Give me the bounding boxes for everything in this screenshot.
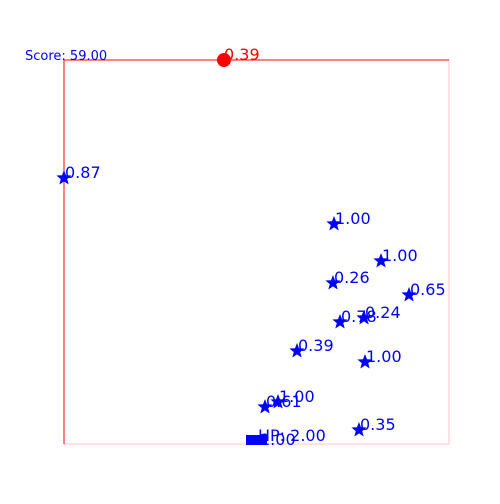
enemy-label: 1.00: [279, 387, 315, 406]
enemy-label: 0.26: [334, 268, 370, 287]
enemy-label: 1.00: [366, 347, 402, 366]
enemy-star: [401, 287, 417, 302]
target-label: 0.39: [224, 45, 260, 64]
enemy-star: [356, 310, 372, 325]
enemy-star: [257, 399, 273, 414]
enemy-star: [357, 354, 373, 369]
enemy-star: [56, 170, 72, 185]
score: Score: 59.00: [25, 49, 107, 64]
enemy-star: [326, 216, 342, 231]
enemy-label: 0.87: [65, 163, 101, 182]
enemy-star: [325, 275, 341, 290]
enemy-label: 0.24: [365, 303, 401, 322]
enemy-label: 1.00: [382, 246, 418, 265]
player-label: 1.00: [260, 430, 296, 449]
enemy-star: [373, 253, 389, 268]
player-hp: HP: 2.00: [258, 426, 326, 445]
enemy-label: 1.00: [335, 209, 371, 228]
enemy-star: [289, 343, 305, 358]
enemy-star: [351, 422, 367, 437]
enemy-star: [332, 314, 348, 329]
enemy-label: 0.35: [360, 415, 396, 434]
target: [217, 53, 231, 67]
enemy-star: [270, 394, 286, 409]
player: [246, 435, 267, 445]
enemy-label: 0.39: [298, 336, 334, 355]
enemy-label: 0.65: [410, 280, 446, 299]
enemy-label: 0.61: [266, 392, 302, 411]
